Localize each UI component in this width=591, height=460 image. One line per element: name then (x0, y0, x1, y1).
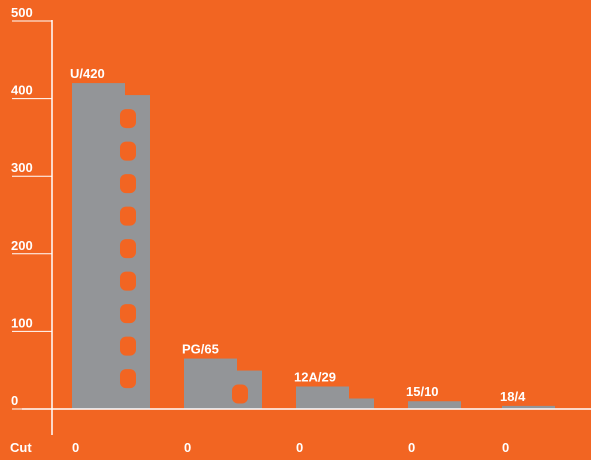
bar-notch (120, 271, 136, 291)
bar-notch (120, 239, 136, 259)
bar-notch (120, 369, 136, 389)
bar-12a (296, 386, 374, 409)
bar-notch (120, 304, 136, 324)
bar-data-label: 12A/29 (294, 369, 336, 384)
cut-row-label: Cut (10, 440, 32, 455)
cut-value: 0 (408, 440, 415, 455)
bar-pg (184, 358, 262, 409)
bar-data-label: 18/4 (500, 389, 526, 404)
bar-notch (120, 206, 136, 226)
y-tick-label: 500 (11, 5, 33, 20)
bar-body (72, 83, 125, 409)
cut-value: 0 (296, 440, 303, 455)
bar-body (184, 358, 237, 409)
bar-body (408, 401, 461, 409)
y-tick-label: 100 (11, 315, 33, 330)
bar-data-label: U/420 (70, 66, 105, 81)
cut-value: 0 (184, 440, 191, 455)
cut-value: 0 (72, 440, 79, 455)
bar-notch (120, 336, 136, 356)
y-tick-label: 400 (11, 83, 33, 98)
bar-18 (502, 405, 555, 409)
bar-data-label: PG/65 (182, 342, 219, 357)
bar-body (502, 405, 555, 409)
bar-tab (349, 398, 374, 409)
cut-value: 0 (502, 440, 509, 455)
bar-15 (408, 401, 461, 409)
bar-notch (232, 384, 248, 404)
y-tick-label: 300 (11, 160, 33, 175)
bar-notch (120, 141, 136, 161)
y-tick-label: 200 (11, 238, 33, 253)
bar-body (296, 386, 349, 409)
bar-notch (120, 174, 136, 194)
bar-u (72, 83, 150, 409)
y-tick-label: 0 (11, 393, 18, 408)
bar-notch (120, 109, 136, 129)
bar-data-label: 15/10 (406, 384, 439, 399)
